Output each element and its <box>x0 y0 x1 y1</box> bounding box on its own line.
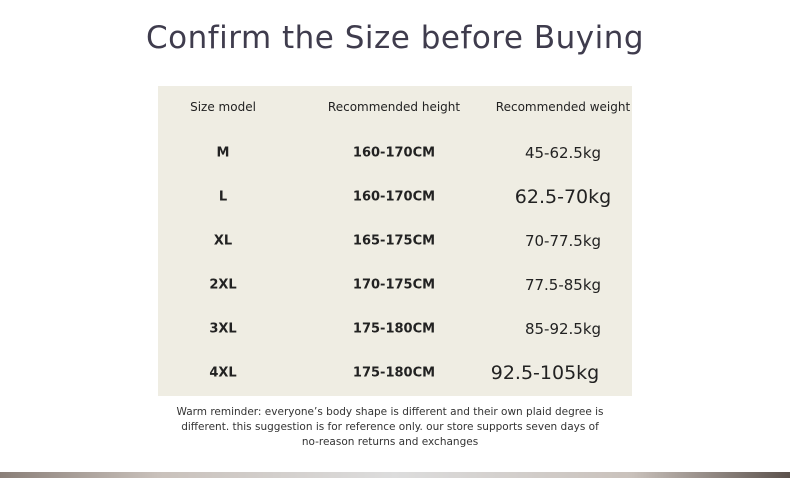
size-cell: 3XL <box>209 321 237 337</box>
size-cell: XL <box>213 233 233 249</box>
weight-cell: 62.5-70kg <box>514 186 612 208</box>
weight-cell: 70-77.5kg <box>524 232 602 250</box>
reminder-line: different. this suggestion is for refere… <box>181 421 599 433</box>
reminder: Warm reminder: everyone’s body shape is … <box>160 405 620 450</box>
size-cell: 2XL <box>209 277 237 293</box>
weight-cell: 85-92.5kg <box>524 320 602 338</box>
title: Confirm the Size before Buying <box>145 20 645 56</box>
weight-cell: 92.5-105kg <box>490 362 600 384</box>
height-cell: 175-180CM <box>352 321 436 337</box>
height-cell: 160-170CM <box>352 145 436 161</box>
reminder-line: Warm reminder: everyone’s body shape is … <box>176 406 604 418</box>
size-cell: 4XL <box>209 365 237 381</box>
reminder-line: no-reason returns and exchanges <box>301 436 479 448</box>
weight-cell: 77.5-85kg <box>524 276 602 294</box>
size-table: Size model Recommended height Recommended … <box>158 86 632 396</box>
weight-cell: 45-62.5kg <box>524 144 602 162</box>
size-cell: L <box>218 189 228 205</box>
height-cell: 165-175CM <box>352 233 436 249</box>
height-cell: 170-175CM <box>352 277 436 293</box>
column-header: Recommended weight <box>495 100 631 114</box>
size-cell: M <box>216 145 230 161</box>
column-header: Size model <box>190 100 256 114</box>
height-cell: 175-180CM <box>352 365 436 381</box>
bottom-strip <box>0 472 790 478</box>
height-cell: 160-170CM <box>352 189 436 205</box>
column-header: Recommended height <box>327 100 461 114</box>
